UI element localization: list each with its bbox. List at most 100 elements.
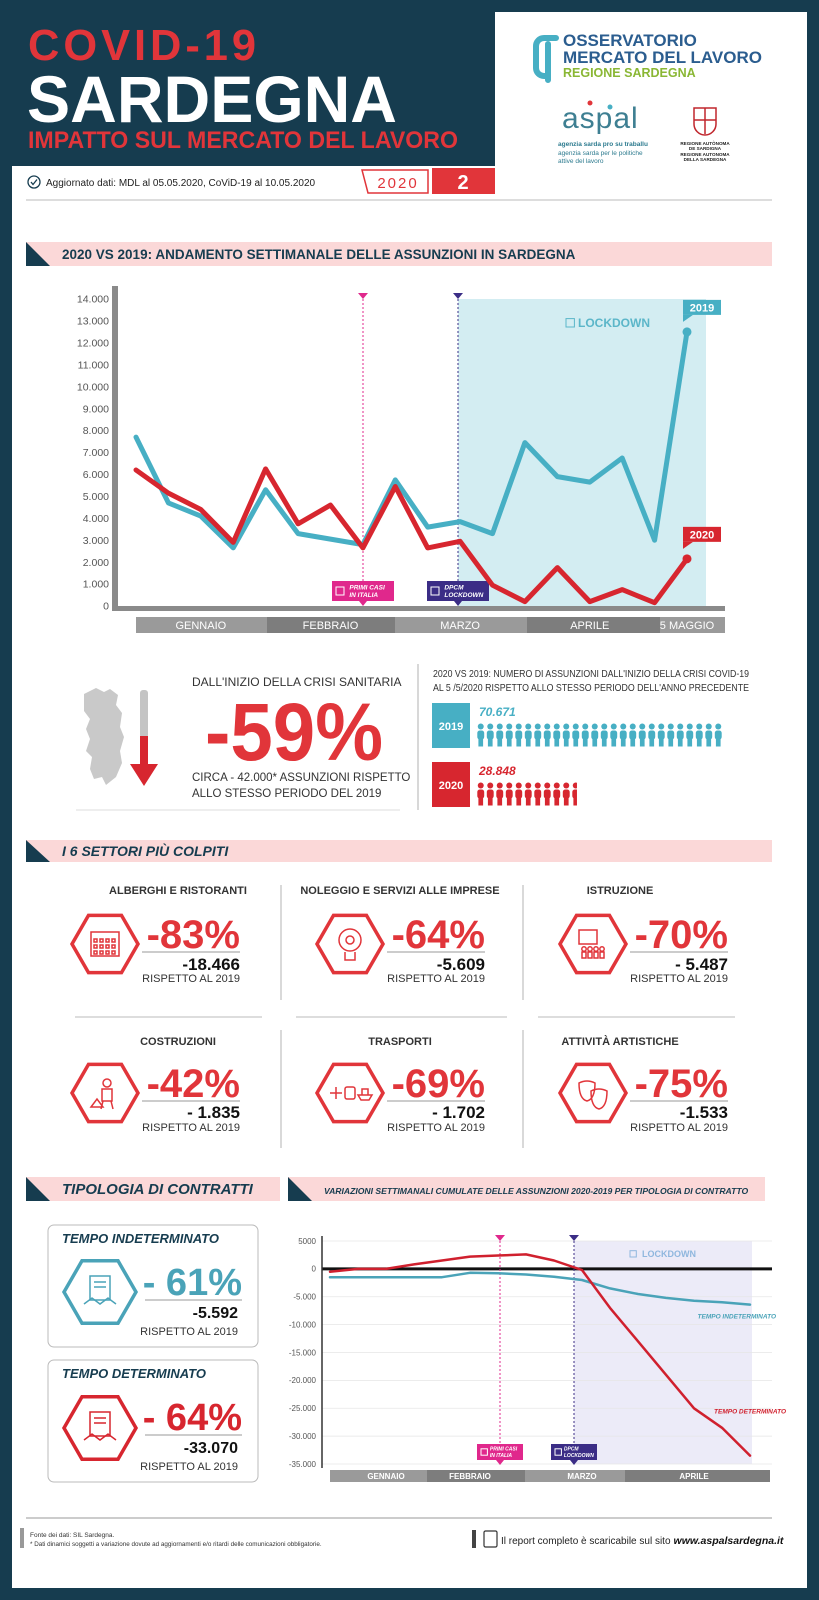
series-line bbox=[328, 1271, 752, 1306]
icon-glyph bbox=[83, 1411, 117, 1441]
y-tick-label: -35.000 bbox=[289, 1460, 317, 1469]
lockdown-label: LOCKDOWN bbox=[578, 316, 650, 330]
y-tick-label: 6.000 bbox=[83, 469, 109, 481]
series-label-box bbox=[683, 299, 721, 315]
event-label: PRIMI CASI bbox=[349, 584, 385, 591]
sector-note: RISPETTO AL 2019 bbox=[142, 1122, 240, 1134]
pictogram-bar bbox=[476, 723, 724, 747]
sector-name: ISTRUZIONE bbox=[587, 885, 654, 897]
event-label-box bbox=[477, 1444, 523, 1460]
y-tick-label: 10.000 bbox=[77, 381, 109, 393]
y-tick-label: 12.000 bbox=[77, 338, 109, 350]
year-box bbox=[361, 169, 429, 194]
lockdown-label: LOCKDOWN bbox=[642, 1249, 696, 1259]
icon-glyph bbox=[338, 928, 362, 961]
y-tick-label: 1.000 bbox=[83, 579, 109, 591]
logo-text: REGIONE SARDEGNA bbox=[563, 66, 696, 80]
section-bar bbox=[26, 840, 772, 862]
event-label: LOCKDOWN bbox=[564, 1453, 594, 1459]
icon-shape bbox=[99, 938, 104, 943]
icon-shape bbox=[93, 938, 98, 943]
end-point bbox=[682, 327, 692, 337]
y-tick-label: 3.000 bbox=[83, 535, 109, 547]
x-tick-label: 5 MAGGIO bbox=[660, 620, 715, 632]
icon-shape bbox=[90, 931, 120, 957]
month-band bbox=[267, 617, 395, 633]
aspal-subtitle: agenzia sarda pro su traballu bbox=[558, 141, 648, 148]
icon-shape bbox=[593, 951, 599, 959]
icon-shape bbox=[599, 946, 605, 952]
icon-shape bbox=[581, 946, 587, 952]
sector-percent: -75% bbox=[635, 1062, 728, 1106]
event-icon bbox=[554, 1448, 562, 1456]
icon-shape bbox=[578, 1080, 608, 1110]
legend-label: 2020 bbox=[690, 529, 714, 541]
check-mark bbox=[30, 179, 38, 186]
contract-note: RISPETTO AL 2019 bbox=[140, 1326, 238, 1338]
y-tick-label: -20.000 bbox=[289, 1376, 317, 1385]
icon-shape bbox=[578, 929, 598, 945]
icon-shape bbox=[338, 928, 362, 952]
series-label-pointer bbox=[683, 314, 693, 322]
sardinia-map bbox=[84, 688, 124, 785]
sector-note: RISPETTO AL 2019 bbox=[142, 973, 240, 985]
contract-percent: - 64% bbox=[143, 1397, 242, 1439]
y-tick-label: 9.000 bbox=[83, 403, 109, 415]
footer-url: www.aspalsardegna.it bbox=[674, 1535, 784, 1547]
icon-shape bbox=[89, 1088, 114, 1110]
hexagon-icon bbox=[314, 1062, 386, 1124]
contract-percent: - 61% bbox=[143, 1262, 242, 1304]
icon-shape bbox=[344, 1086, 356, 1100]
aspal-dot bbox=[587, 100, 593, 106]
crisis-note: CIRCA - 42.000* ASSUNZIONI RISPETTO bbox=[192, 772, 410, 784]
section-corner bbox=[288, 1177, 312, 1201]
sector-delta: - 1.702 bbox=[432, 1103, 485, 1122]
series-line bbox=[133, 466, 690, 606]
icon-shape bbox=[93, 950, 98, 955]
event-label: DPCM bbox=[444, 584, 464, 591]
hexagon-icon bbox=[61, 1395, 139, 1461]
icon-glyph bbox=[89, 1078, 114, 1110]
footer-bar bbox=[20, 1528, 24, 1548]
event-pointer bbox=[454, 601, 462, 606]
sector-name: ATTIVITÀ ARTISTICHE bbox=[561, 1035, 678, 1048]
section-title: 2020 VS 2019: ANDAMENTO SETTIMANALE DELL… bbox=[62, 247, 576, 262]
sector-note: RISPETTO AL 2019 bbox=[630, 1122, 728, 1134]
aspal-logo: aspal bbox=[562, 102, 639, 135]
icon-shape bbox=[83, 1281, 117, 1305]
month-band bbox=[625, 1470, 770, 1482]
category-label: 2019 bbox=[439, 721, 463, 733]
y-tick-label: 4.000 bbox=[83, 513, 109, 525]
osservatorio-logo bbox=[533, 35, 559, 83]
update-note: Aggiornato dati: MDL al 05.05.2020, CoVi… bbox=[46, 178, 316, 189]
icon-shape bbox=[105, 950, 110, 955]
event-pointer bbox=[570, 1460, 578, 1465]
sector-percent: -83% bbox=[147, 913, 240, 957]
icon-shape bbox=[89, 1275, 111, 1301]
sector-percent: -69% bbox=[392, 1062, 485, 1106]
footer-note: * Dati dinamici soggetti a variazione do… bbox=[30, 1541, 322, 1548]
series-line bbox=[328, 1253, 752, 1457]
region-text: REGIONE AUTÒNOMA bbox=[680, 139, 730, 146]
event-marker bbox=[358, 293, 368, 299]
event-label-box bbox=[427, 581, 489, 601]
month-band bbox=[395, 617, 527, 633]
region-cross bbox=[694, 108, 716, 134]
icon-shape bbox=[111, 938, 116, 943]
event-marker bbox=[569, 1235, 579, 1241]
y-tick-label: 7.000 bbox=[83, 447, 109, 459]
event-marker bbox=[453, 293, 463, 299]
sector-delta: -1.533 bbox=[680, 1103, 728, 1122]
icon-glyph bbox=[578, 929, 605, 959]
y-tick-label: 14.000 bbox=[77, 294, 109, 306]
month-band bbox=[427, 1470, 525, 1482]
footer-report: Il report completo è scaricabile sul sit… bbox=[501, 1536, 671, 1547]
y-tick-label: -10.000 bbox=[289, 1320, 317, 1329]
sector-delta: -5.609 bbox=[437, 955, 485, 974]
lockdown-shade bbox=[458, 299, 706, 606]
arrow-shaft-red bbox=[140, 736, 148, 770]
y-tick-label: 11.000 bbox=[78, 359, 109, 371]
arrow-head bbox=[130, 764, 158, 786]
icon-shape bbox=[356, 1088, 374, 1101]
